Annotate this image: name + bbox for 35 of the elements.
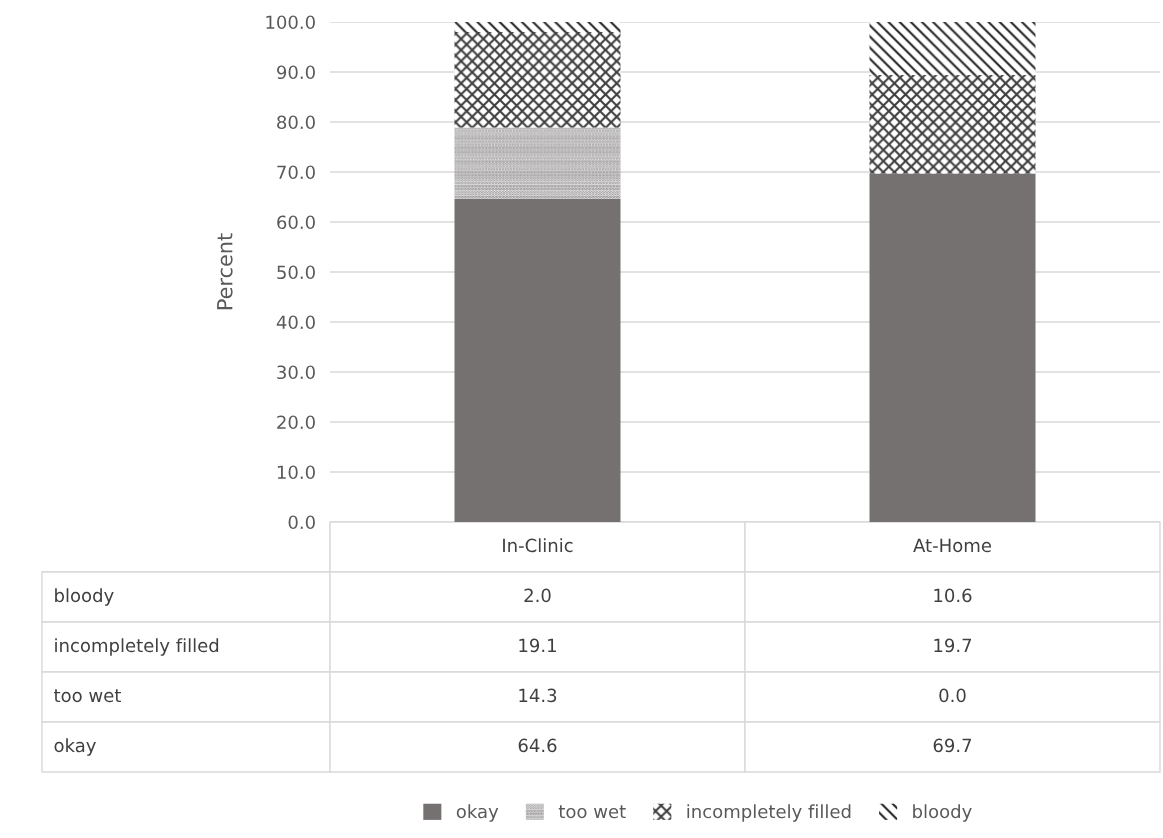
bar bbox=[454, 127, 621, 199]
text: okay bbox=[54, 738, 96, 756]
legend-label: incompletely filled bbox=[687, 804, 851, 822]
legend-label: okay bbox=[456, 804, 499, 822]
bar bbox=[454, 32, 621, 128]
y-tick-label: 90.0 bbox=[277, 65, 315, 80]
bar bbox=[869, 75, 1036, 174]
y-tick-label: 100.0 bbox=[266, 15, 315, 30]
text: incompletely filled bbox=[55, 638, 219, 656]
text: bloody bbox=[55, 588, 114, 606]
data-label: 19.1 bbox=[519, 638, 556, 653]
legend-label: bloody bbox=[913, 804, 972, 822]
bar bbox=[869, 22, 1036, 75]
data-label: 2.0 bbox=[524, 588, 551, 603]
data-label: 19.7 bbox=[934, 638, 972, 653]
y-tick-label: 70.0 bbox=[277, 165, 315, 180]
y-tick-label: 30.0 bbox=[277, 365, 315, 380]
data-label: 64.6 bbox=[518, 738, 557, 753]
x-tick-label: In-Clinic bbox=[503, 538, 573, 553]
data-label: 14.3 bbox=[519, 688, 557, 703]
y-tick-label: 60.0 bbox=[277, 215, 315, 230]
bar bbox=[454, 22, 621, 32]
y-tick-label: 0.0 bbox=[288, 515, 315, 530]
y-axis-title: Percent bbox=[217, 233, 233, 310]
y-tick-label: 40.0 bbox=[276, 315, 315, 330]
legend-label: too wet bbox=[558, 805, 626, 819]
data-label: 10.6 bbox=[934, 588, 972, 603]
text: too wet bbox=[54, 689, 121, 703]
y-tick-label: 10.0 bbox=[277, 465, 315, 480]
data-label: 0.0 bbox=[939, 688, 966, 703]
data-label: 69.7 bbox=[933, 738, 972, 753]
y-tick-label: 20.0 bbox=[277, 415, 315, 430]
y-tick-label: 50.0 bbox=[277, 265, 315, 280]
y-tick-label: 80.0 bbox=[277, 115, 315, 130]
x-tick-label: At-Home bbox=[913, 538, 992, 553]
